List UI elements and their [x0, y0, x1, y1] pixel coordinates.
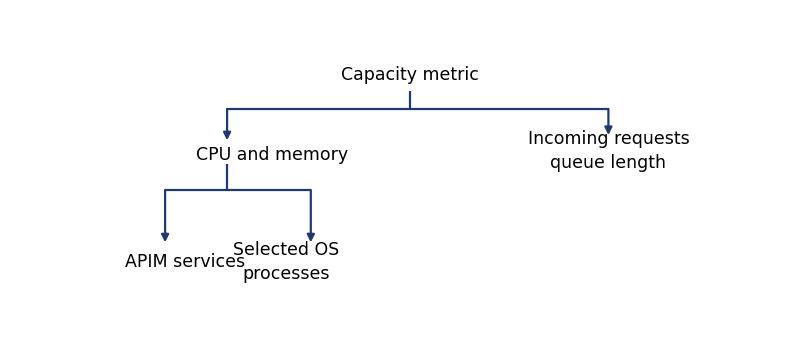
Text: APIM services: APIM services — [125, 253, 245, 271]
Text: Incoming requests
queue length: Incoming requests queue length — [527, 130, 690, 172]
Text: Capacity metric: Capacity metric — [341, 66, 479, 84]
Text: CPU and memory: CPU and memory — [196, 146, 348, 164]
Text: Selected OS
processes: Selected OS processes — [233, 241, 339, 283]
